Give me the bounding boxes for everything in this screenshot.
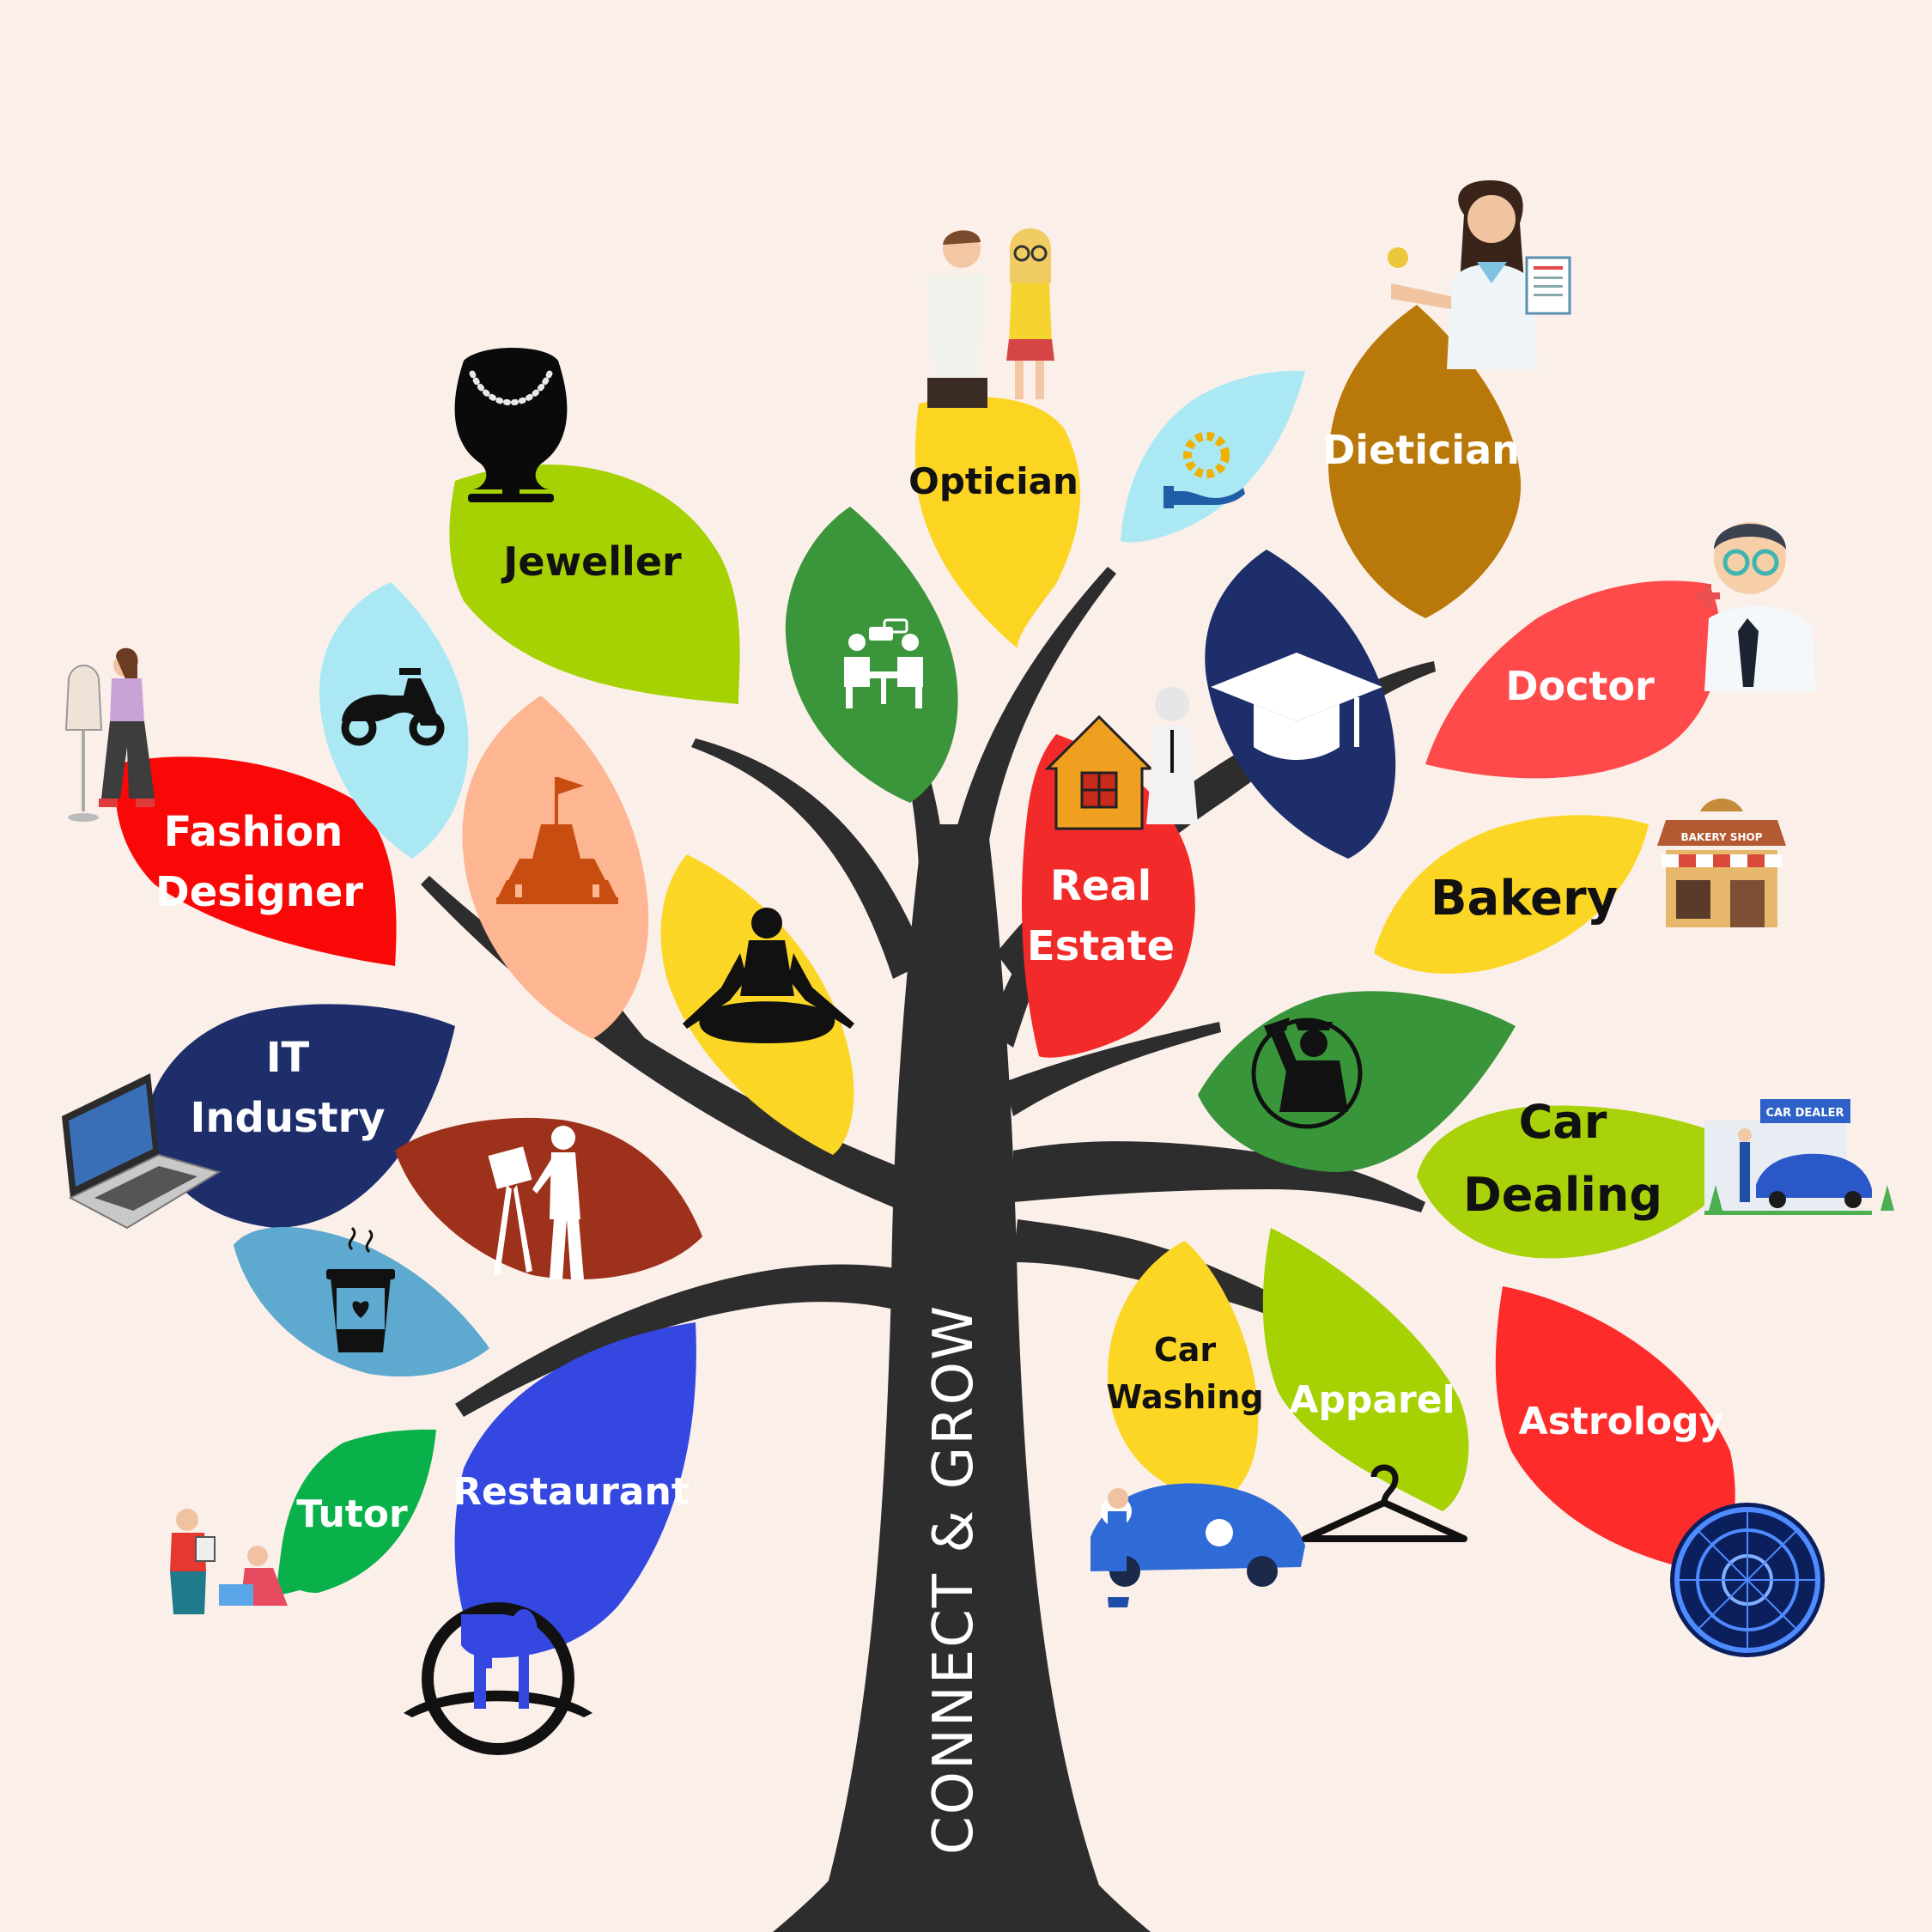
leaf-coffee (234, 1226, 489, 1377)
leaf-yoga (660, 854, 854, 1155)
house-agent-icon (1044, 687, 1198, 830)
meeting-people-icon (844, 618, 923, 708)
leaf-dietician: Dietician (1322, 180, 1571, 618)
trunk-text: CONNECT & GROW (922, 1304, 986, 1855)
leaf-label-bakery: Bakery (1431, 871, 1618, 927)
pagoda-icon (496, 777, 618, 904)
car-dealer-sign: CAR DEALER (1765, 1107, 1844, 1120)
bakery-shop-sign: BAKERY SHOP (1680, 831, 1762, 843)
leaf-apparel: Apparel (1262, 1228, 1469, 1542)
hanger-icon (1302, 1464, 1467, 1542)
zodiac-wheel-icon (1670, 1503, 1825, 1657)
leaf-label-fashion-designer-2: Designer (155, 868, 364, 916)
leaf-hand-gear (1121, 370, 1305, 543)
leaf-graduation (1205, 550, 1396, 859)
leaf-label-car-washing-1: Car (1154, 1331, 1217, 1369)
leaf-label-real-estate-1: Real (1050, 862, 1151, 910)
meditation-icon (683, 908, 854, 1043)
fork-spoon-icon (404, 1602, 592, 1755)
leaf-scooter (319, 582, 469, 859)
leaf-label-fashion-designer-1: Fashion (164, 808, 343, 856)
leaf-artist (395, 1117, 702, 1279)
leaf-label-doctor: Doctor (1505, 663, 1655, 709)
leaf-astrology: Astrology (1495, 1286, 1825, 1657)
leaf-it-industry: IT Industry (62, 1004, 455, 1230)
leaf-fashion-designer: Fashion Designer (64, 647, 397, 966)
teacher-student-icon (170, 1509, 288, 1614)
leaf-bakery: Bakery BAKERY SHOP (1374, 799, 1786, 974)
car-dealer-icon: CAR DEALER (1704, 1099, 1894, 1215)
graduation-cap-icon (1211, 653, 1382, 760)
optician-exam-icon (927, 228, 1054, 408)
leaf-label-jeweller: Jeweller (501, 538, 682, 585)
scooter-icon (341, 668, 445, 746)
leaf-doctor: Doctor (1425, 522, 1816, 779)
coffee-cup-icon (326, 1226, 395, 1352)
leaf-label-optician: Optician (908, 460, 1078, 502)
leaf-plumber (1198, 991, 1516, 1172)
leaf-label-tutor: Tutor (296, 1492, 408, 1536)
dietician-woman-icon (1388, 180, 1571, 369)
laptop-icon (62, 1073, 222, 1230)
leaf-car-dealing: Car Dealing CAR DEALER (1417, 1095, 1894, 1259)
painter-easel-icon (488, 1126, 584, 1279)
leaf-car-washing: Car Washing (1091, 1241, 1305, 1607)
doctor-avatar-icon (1696, 522, 1816, 691)
hand-gear-icon (1163, 432, 1245, 508)
car-wash-icon (1091, 1483, 1305, 1607)
leaf-restaurant: Restaurant (404, 1322, 696, 1755)
plumber-wrench-icon (1251, 1018, 1363, 1129)
leaf-label-it-industry-1: IT (266, 1034, 310, 1082)
tailor-mannequin-icon (64, 647, 155, 822)
leaf-meeting (785, 507, 958, 803)
leaf-temple (462, 696, 649, 1039)
leaf-label-apparel: Apparel (1289, 1378, 1455, 1422)
leaf-label-dietician: Dietician (1322, 427, 1520, 473)
leaf-label-car-dealing-2: Dealing (1463, 1168, 1662, 1222)
leaf-real-estate: Real Estate (1022, 687, 1198, 1058)
necklace-bust-icon (454, 348, 568, 502)
leaf-label-it-industry-2: Industry (190, 1094, 385, 1142)
leaf-label-restaurant: Restaurant (453, 1470, 690, 1514)
bakery-shop-icon: BAKERY SHOP (1657, 799, 1786, 927)
leaf-label-car-washing-2: Washing (1106, 1378, 1263, 1416)
leaf-jeweller: Jeweller (449, 348, 740, 704)
leaf-label-real-estate-2: Estate (1027, 922, 1175, 970)
leaf-label-astrology: Astrology (1519, 1400, 1724, 1443)
leaf-tutor: Tutor (170, 1429, 436, 1614)
leaf-label-car-dealing-1: Car (1519, 1095, 1607, 1149)
leaf-optician: Optician (908, 228, 1081, 648)
